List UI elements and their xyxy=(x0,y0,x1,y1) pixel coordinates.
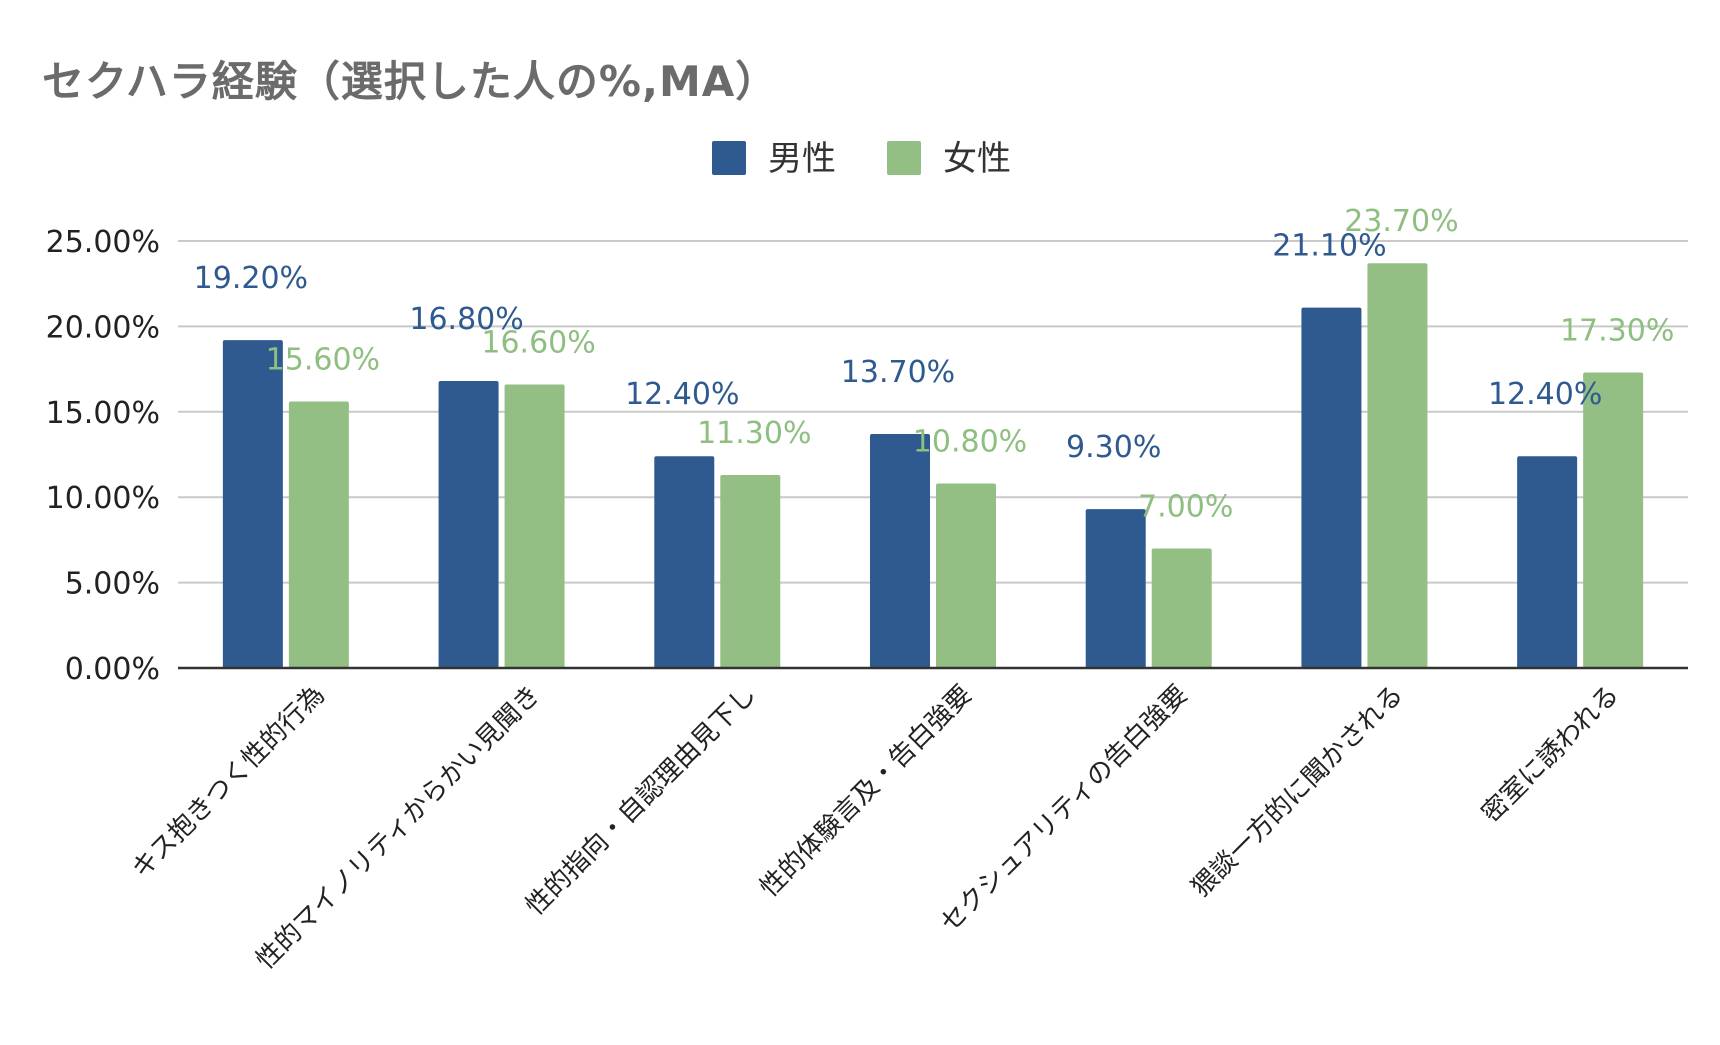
data-label-male: 9.30% xyxy=(1066,430,1161,465)
data-label-female: 15.60% xyxy=(266,343,380,378)
bar-female xyxy=(720,474,781,668)
data-label-female: 7.00% xyxy=(1138,489,1233,524)
bar-male xyxy=(1301,307,1362,668)
y-tick-label: 5.00% xyxy=(65,567,160,602)
chart-title: セクハラ経験（選択した人の%,MA） xyxy=(42,57,779,106)
data-label-male: 16.80% xyxy=(409,302,523,337)
data-label-female: 17.30% xyxy=(1560,314,1674,349)
data-label-male: 12.40% xyxy=(625,377,739,412)
y-tick-label: 20.00% xyxy=(46,310,160,345)
data-label-male: 19.20% xyxy=(194,261,308,296)
x-category-label: 性的指向・自認理由見下し xyxy=(520,680,762,922)
bar-male xyxy=(870,434,930,668)
data-label-female: 23.70% xyxy=(1344,204,1458,239)
data-label-female: 10.80% xyxy=(913,425,1027,460)
y-axis: 0.00% 5.00% 10.00% 15.00% 20.00% 25.00% xyxy=(46,225,160,687)
x-category-label: 性的体験言及・告白強要 xyxy=(754,680,977,903)
data-label-male: 12.40% xyxy=(1488,377,1602,412)
x-category-label: セクシュアリティの告白強要 xyxy=(935,680,1194,939)
data-label-female: 16.60% xyxy=(481,325,595,360)
x-category-label: キス抱きつく性的行為 xyxy=(126,680,331,885)
legend-label-male: 男性 xyxy=(768,139,836,179)
bar-male xyxy=(1517,456,1578,668)
y-tick-label: 0.00% xyxy=(65,652,160,687)
bar-male xyxy=(438,381,499,668)
legend: 男性 女性 xyxy=(712,139,1011,179)
y-tick-label: 15.00% xyxy=(46,396,160,431)
x-axis: キス抱きつく性的行為性的マイノリティからかい見聞き性的指向・自認理由見下し性的体… xyxy=(126,666,1688,976)
data-label-male: 13.70% xyxy=(841,355,955,390)
bar-female xyxy=(1367,263,1428,668)
y-tick-label: 10.00% xyxy=(46,481,160,516)
bar-male xyxy=(1085,509,1146,668)
bar-female xyxy=(504,384,565,668)
legend-swatch-male xyxy=(712,141,746,175)
x-category-label: 密室に誘われる xyxy=(1476,680,1625,829)
bar-female xyxy=(1151,548,1212,668)
bar-female xyxy=(936,483,996,668)
x-category-label: 猥談一方的に聞かされる xyxy=(1186,680,1409,903)
legend-label-female: 女性 xyxy=(943,139,1011,179)
data-label-male: 21.10% xyxy=(1272,229,1386,264)
y-tick-label: 25.00% xyxy=(46,225,160,260)
data-labels: 19.20% 15.60% 16.80%16.60% 12.40% 11.30% 13.7… xyxy=(194,204,1675,524)
bars xyxy=(222,263,1644,668)
bar-male xyxy=(222,340,283,668)
gridlines xyxy=(178,240,1688,584)
data-label-female: 11.30% xyxy=(697,416,811,451)
legend-swatch-female xyxy=(887,141,921,175)
bar-male xyxy=(654,456,715,668)
bar-female xyxy=(1583,372,1644,668)
bar-female xyxy=(288,401,349,668)
